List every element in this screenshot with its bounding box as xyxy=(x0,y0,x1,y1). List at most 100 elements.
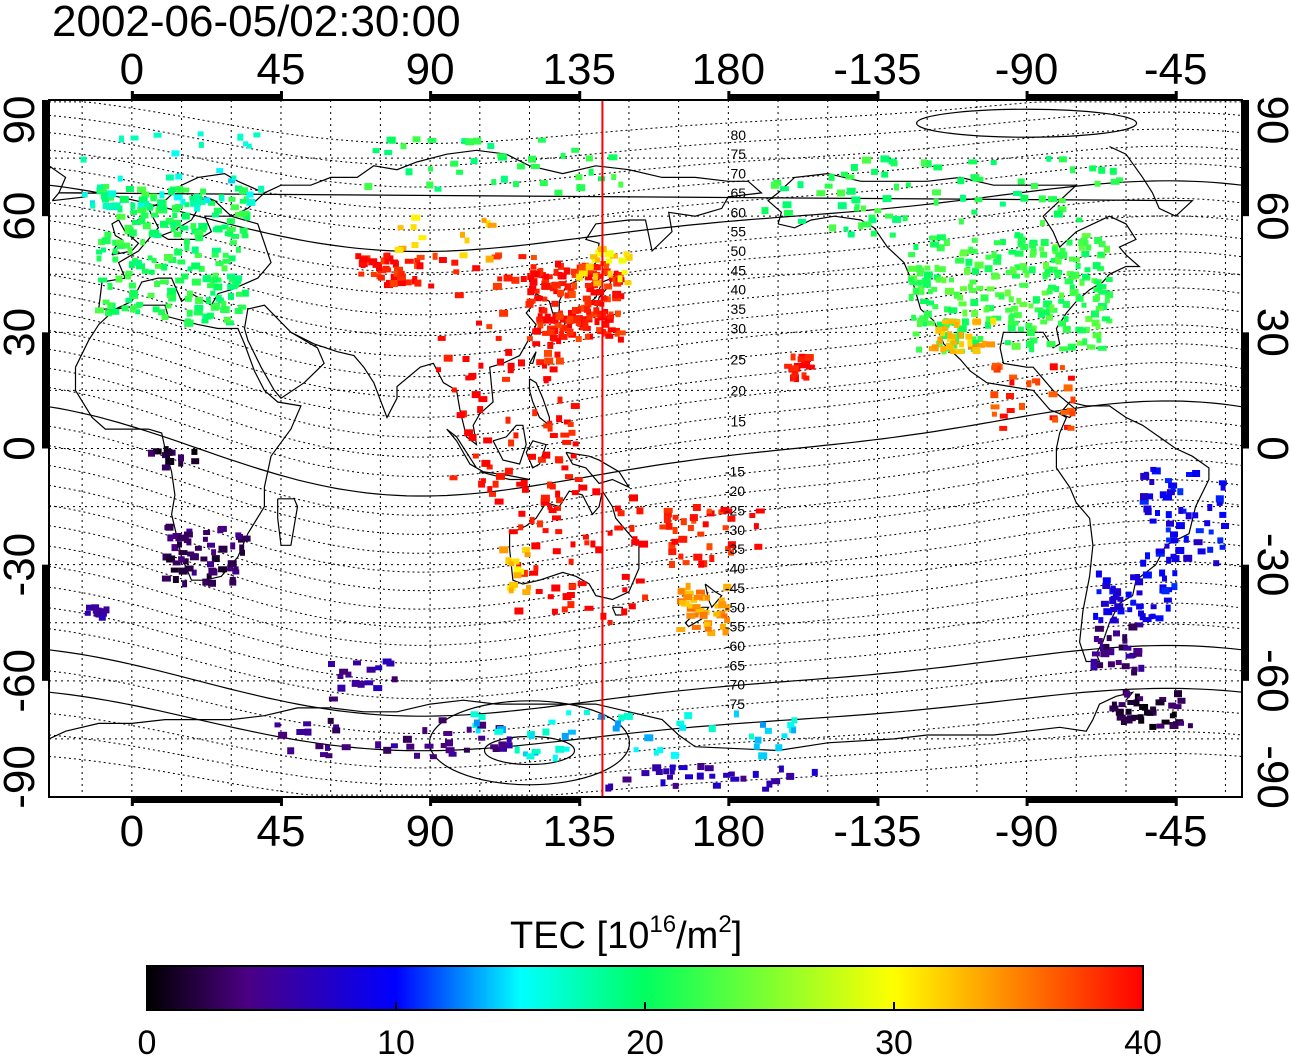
tec-point xyxy=(1091,319,1100,327)
tec-point xyxy=(753,743,760,750)
contour-label: 20 xyxy=(730,382,746,398)
tec-point xyxy=(924,265,931,271)
tec-point xyxy=(1150,466,1157,472)
tec-point xyxy=(231,175,237,181)
tec-point xyxy=(513,432,519,439)
tec-point xyxy=(983,306,990,313)
tec-point xyxy=(1219,544,1226,550)
tec-point xyxy=(1009,379,1015,386)
tec-point xyxy=(725,546,732,552)
tec-point xyxy=(894,183,899,191)
tec-point xyxy=(217,527,224,534)
tec-point xyxy=(355,253,362,260)
tec-point xyxy=(522,589,528,595)
tec-point xyxy=(687,525,694,531)
tec-point xyxy=(965,258,973,266)
tec-point xyxy=(667,774,673,780)
tec-point xyxy=(525,300,534,308)
tec-point xyxy=(494,728,504,735)
tec-point xyxy=(561,465,569,471)
tec-point xyxy=(178,556,185,562)
tec-point xyxy=(246,191,254,198)
tec-point xyxy=(930,241,940,248)
tec-point xyxy=(508,439,515,447)
tec-point xyxy=(845,174,855,180)
contour-label: 80 xyxy=(730,127,746,143)
tec-point xyxy=(680,518,687,526)
tec-point xyxy=(693,553,703,561)
tec-point xyxy=(1011,342,1021,350)
tec-point xyxy=(583,305,590,313)
y-tick-label-left: -30 xyxy=(0,533,44,597)
tec-point xyxy=(1137,714,1144,720)
tec-point xyxy=(971,310,979,317)
tec-point xyxy=(607,530,613,536)
tec-point xyxy=(584,300,592,308)
tec-point xyxy=(1069,410,1076,417)
magnetic-contour xyxy=(49,269,1242,357)
tec-point xyxy=(116,242,125,249)
tec-point xyxy=(722,629,728,636)
tec-point xyxy=(984,265,993,273)
tec-point xyxy=(902,215,908,222)
x-tick-label-top: -135 xyxy=(833,45,921,94)
tec-point xyxy=(147,292,155,298)
tec-point xyxy=(1058,156,1067,163)
tec-point xyxy=(228,276,235,283)
tec-point xyxy=(642,594,649,601)
tec-point xyxy=(1092,262,1101,270)
tec-point xyxy=(183,213,190,219)
tec-point xyxy=(1017,178,1025,185)
tec-point xyxy=(541,307,548,314)
tec-point xyxy=(128,282,136,289)
tec-point xyxy=(494,498,504,505)
tec-point xyxy=(412,136,421,143)
tec-point xyxy=(175,277,185,284)
tec-point xyxy=(130,202,136,210)
tec-point xyxy=(159,191,165,199)
tec-point xyxy=(927,289,933,295)
tec-point xyxy=(555,458,564,464)
tec-point xyxy=(508,558,514,564)
tec-point xyxy=(593,280,603,287)
tec-point xyxy=(90,202,96,209)
tec-point xyxy=(440,743,447,748)
tec-point xyxy=(140,212,149,219)
tec-point xyxy=(436,367,441,373)
tec-point xyxy=(660,779,666,787)
contour-label: -40 xyxy=(725,561,745,577)
contour-label: -70 xyxy=(725,677,745,693)
tec-point xyxy=(142,222,151,230)
tec-point xyxy=(911,314,917,321)
tec-point xyxy=(1098,241,1106,248)
tec-point xyxy=(697,763,705,770)
tec-point xyxy=(1022,266,1028,274)
tec-point xyxy=(922,282,931,288)
tec-point xyxy=(1124,716,1133,724)
tec-point xyxy=(508,529,518,535)
magnetic-contour xyxy=(49,459,1242,554)
tec-point xyxy=(233,566,239,572)
tec-point xyxy=(384,150,393,155)
tec-point xyxy=(1059,346,1069,352)
tec-point xyxy=(240,549,245,556)
tec-point xyxy=(466,726,472,733)
tec-point xyxy=(607,620,613,625)
tec-point xyxy=(136,263,145,270)
tec-point xyxy=(961,318,969,326)
tec-point xyxy=(1166,537,1176,543)
tec-point xyxy=(1049,304,1055,312)
tec-point xyxy=(974,197,983,203)
tec-point xyxy=(907,265,917,272)
tec-point xyxy=(1020,244,1029,251)
tec-point xyxy=(189,553,199,561)
tec-point xyxy=(593,307,600,315)
tec-point xyxy=(536,359,545,366)
tec-point xyxy=(358,260,368,267)
x-tick-label-bottom: 135 xyxy=(543,807,616,856)
tec-point xyxy=(526,584,531,590)
tec-point xyxy=(81,192,88,198)
tec-point xyxy=(115,239,124,245)
tec-point xyxy=(616,330,626,336)
tec-point xyxy=(1049,363,1058,371)
